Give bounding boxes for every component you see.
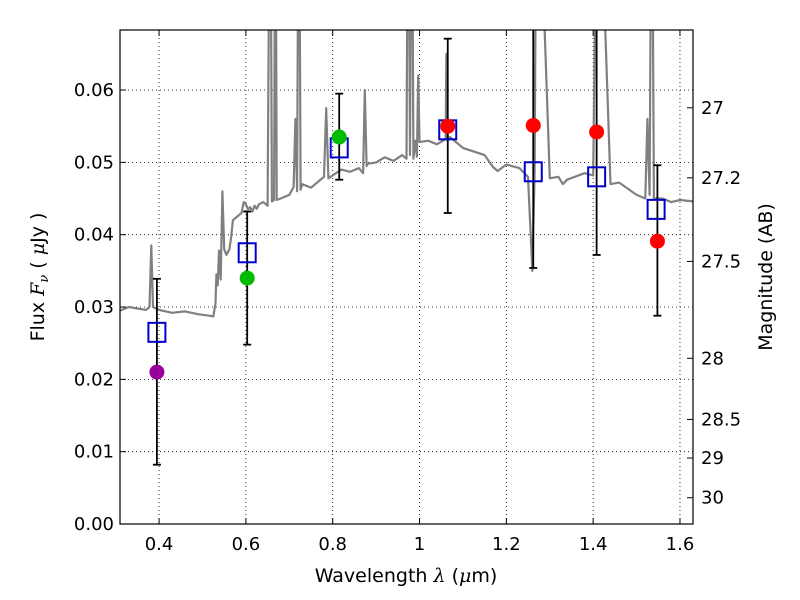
observed-point <box>239 270 255 286</box>
axis-ticks: 0.4 0.6 0.8 1 1.2 1.4 1.6 0.00 0.01 0.02 0.03 0.04 0… <box>74 30 741 555</box>
y-axis-label: Flux Fν ( μJy ) <box>27 213 52 342</box>
model-box-point <box>587 166 607 188</box>
observed-point <box>149 364 165 380</box>
y2-tick-label: 29 <box>701 448 724 469</box>
x-tick-label: 0.4 <box>145 534 174 555</box>
y-tick-label: 0.04 <box>74 225 114 246</box>
observed-point <box>649 233 665 249</box>
plot-area <box>120 30 693 466</box>
y-tick-label: 0.01 <box>74 442 114 463</box>
y2-tick-label: 27.5 <box>701 251 741 272</box>
spectrum-line <box>120 30 693 318</box>
y-tick-label: 0.00 <box>74 514 114 535</box>
y2-axis-label: Magnitude (AB) <box>755 203 777 351</box>
x-tick-label: 1 <box>414 534 425 555</box>
x-tick-label: 1.2 <box>492 534 521 555</box>
x-tick-label: 0.8 <box>318 534 347 555</box>
model-box-point <box>147 321 167 343</box>
observed-point <box>440 118 456 134</box>
x-tick-label: 0.6 <box>232 534 261 555</box>
observed-point <box>525 117 541 133</box>
y2-tick-label: 27 <box>701 98 724 119</box>
y2-tick-label: 27.2 <box>701 168 741 189</box>
y2-tick-label: 30 <box>701 488 724 509</box>
observed-point <box>331 129 347 145</box>
model-box-point <box>237 242 257 264</box>
observed-point <box>589 124 605 140</box>
plot-frame <box>119 29 694 525</box>
y-tick-label: 0.03 <box>74 297 114 318</box>
y2-tick-label: 28 <box>701 348 724 369</box>
x-axis-label: Wavelength λ (μm) <box>315 565 498 587</box>
model-box-point <box>646 198 666 220</box>
x-tick-label: 1.6 <box>666 534 695 555</box>
y-tick-label: 0.05 <box>74 152 114 173</box>
y-tick-label: 0.06 <box>74 80 114 101</box>
x-tick-label: 1.4 <box>579 534 608 555</box>
y-tick-label: 0.02 <box>74 369 114 390</box>
y2-tick-label: 28.5 <box>701 409 741 430</box>
model-box-point <box>523 161 543 183</box>
